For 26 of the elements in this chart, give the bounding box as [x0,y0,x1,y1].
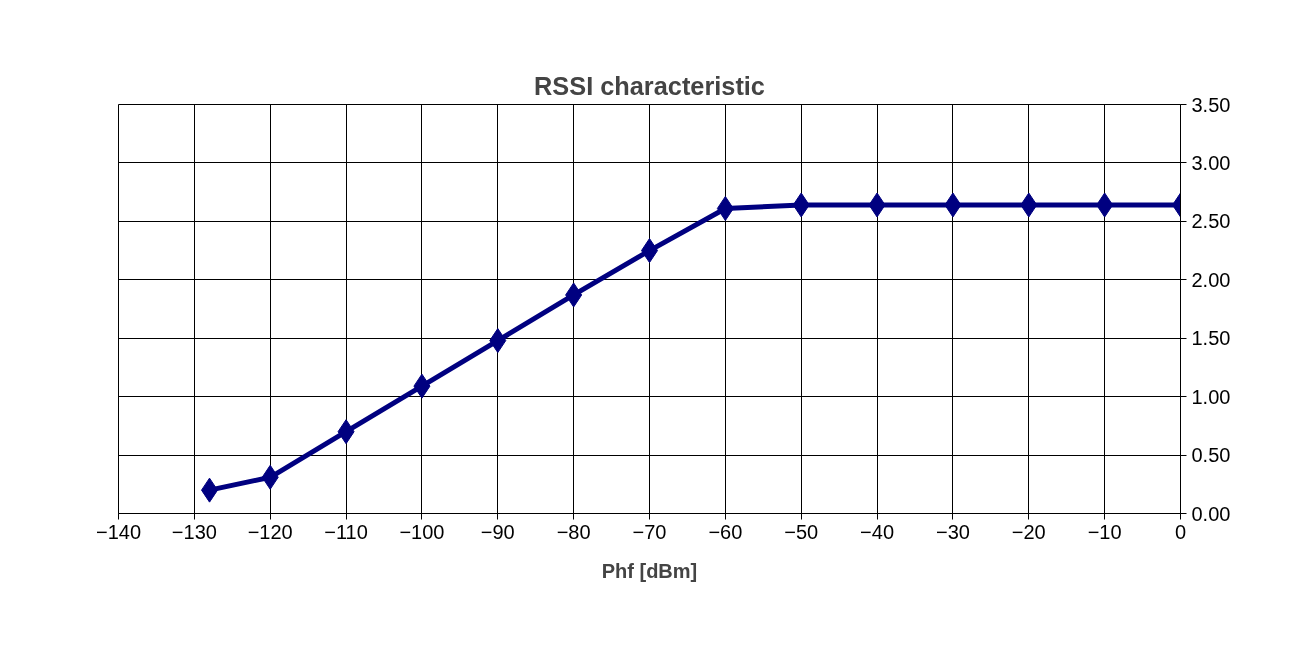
x-tick-label: −90 [480,520,515,543]
y-tick-label: 3.50 [1191,93,1231,116]
y-tick-label: 1.50 [1191,327,1231,350]
x-tick-label: −10 [1087,520,1122,543]
chart-title: RSSI characteristic [534,71,765,100]
x-tick-label: 0 [1174,520,1187,543]
x-tick-label: −120 [247,520,293,543]
x-tick-label: −40 [860,520,895,543]
y-tick-label: 1.00 [1191,385,1231,408]
x-tick-label: −30 [935,520,970,543]
y-tick-label: 0.00 [1191,502,1231,525]
x-tick-label: −80 [556,520,591,543]
x-tick-label: −60 [708,520,743,543]
x-tick-label: −110 [324,520,368,543]
x-tick-label: −70 [632,520,667,543]
x-tick-label: −130 [171,520,217,543]
x-tick-label: −50 [784,520,819,543]
x-tick-label: −140 [95,520,142,543]
y-tick-label: 0.50 [1191,444,1231,467]
x-axis-title: Phf [dBm] [601,559,698,582]
y-tick-label: 2.00 [1191,268,1231,291]
x-tick-label: −100 [399,520,445,543]
y-tick-label: 3.00 [1191,151,1231,174]
x-tick-label: −20 [1011,520,1046,543]
point [716,196,734,221]
y-tick-label: 2.50 [1191,210,1231,233]
